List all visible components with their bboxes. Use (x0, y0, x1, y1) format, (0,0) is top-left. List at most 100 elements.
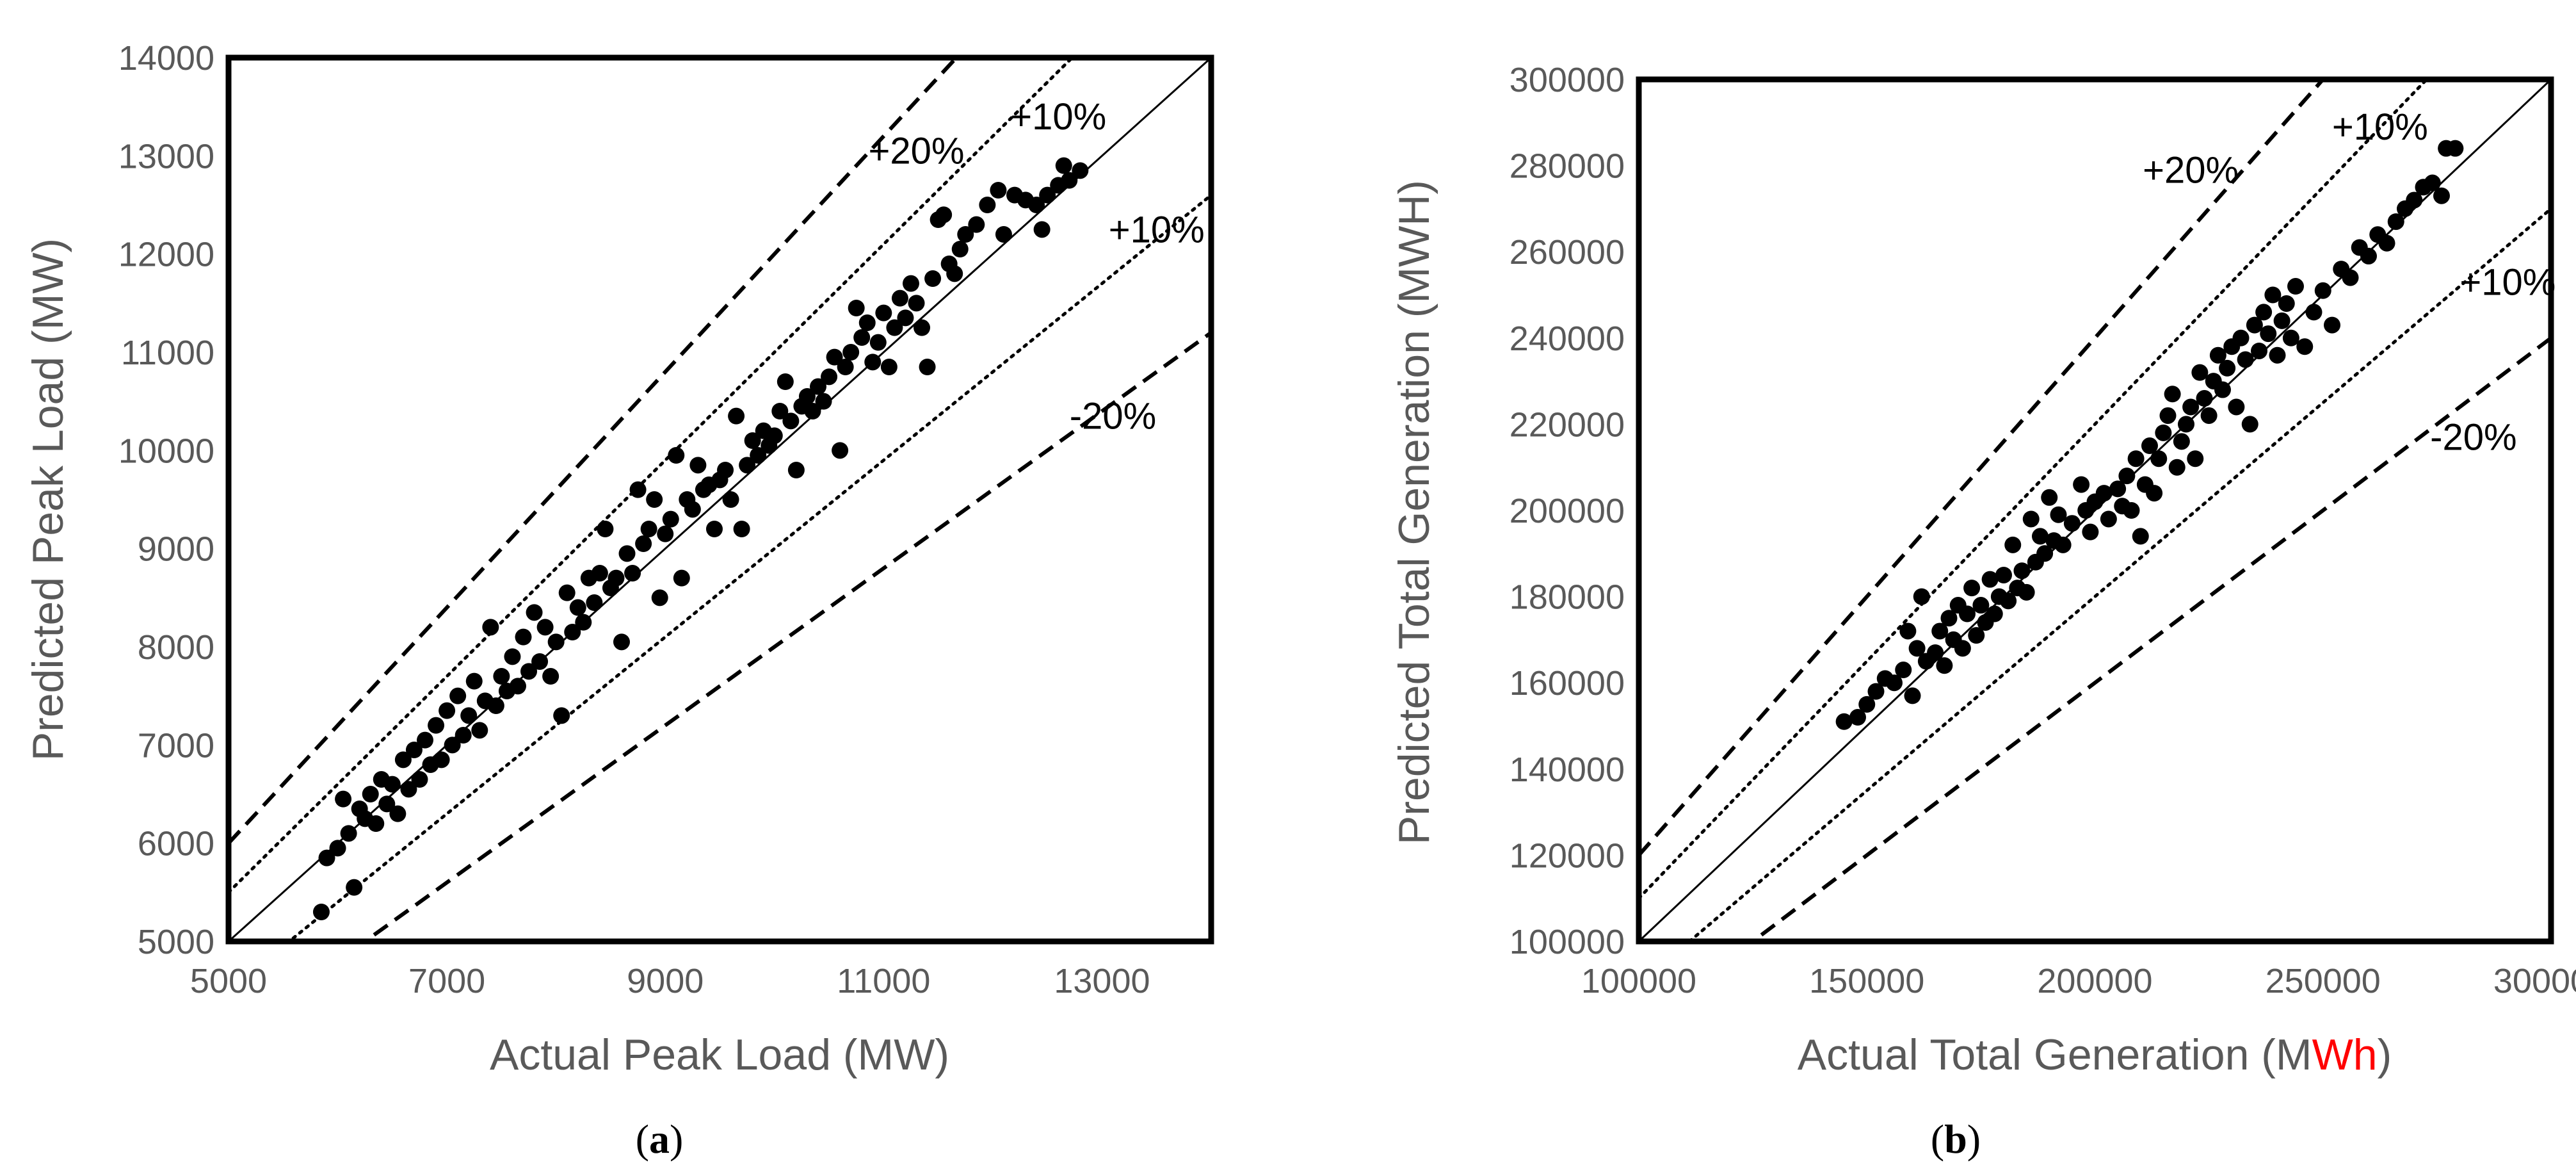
scatter-point (2041, 489, 2058, 506)
y-tick-label: 140000 (1509, 751, 1625, 789)
scatter-point (766, 427, 783, 444)
scatter-point (2159, 407, 2177, 424)
scatter-point (520, 663, 538, 680)
scatter-point (1061, 172, 1078, 189)
scatter-point (886, 319, 903, 336)
scatter-point (2324, 316, 2340, 334)
scatter-point (842, 344, 860, 361)
y-tick-label: 100000 (1509, 923, 1625, 961)
scatter-point (1899, 622, 1917, 640)
scatter-point (1867, 683, 1885, 700)
panel-b-x-ticks: 100000 150000 200000 250000 300000 (1581, 962, 2576, 1000)
y-tick-label: 220000 (1509, 405, 1625, 444)
scatter-point (629, 481, 647, 498)
a-reference-line-3 (229, 58, 960, 845)
scatter-point (318, 849, 335, 866)
scatter-point (832, 442, 849, 459)
scatter-point (728, 407, 745, 425)
y-tick-label: 13000 (118, 137, 214, 175)
panel-a-reference-lines (229, 58, 1211, 941)
x-tick-label: 11000 (837, 962, 930, 1000)
scatter-point (2214, 381, 2231, 398)
panel-a-annotations: +20% +10% +10% -20% (869, 96, 1205, 437)
scatter-point (2073, 476, 2090, 493)
scatter-point (651, 589, 668, 606)
scatter-point (471, 722, 488, 739)
scatter-point (1904, 687, 1921, 704)
panel-a-x-axis-title: Actual Peak Load (MW) (490, 1030, 949, 1079)
scatter-point (705, 521, 723, 537)
scatter-point (2000, 592, 2017, 610)
scatter-point (493, 668, 510, 685)
scatter-point (1954, 640, 1971, 657)
scatter-point (2182, 398, 2200, 416)
y-tick-label: 6000 (138, 825, 214, 863)
y-tick-label: 180000 (1509, 578, 1625, 617)
scatter-point (668, 447, 685, 464)
scatter-point (662, 510, 679, 528)
y-tick-label: 120000 (1509, 836, 1625, 875)
x-tick-label: 300000 (2493, 962, 2576, 1000)
scatter-point (2241, 416, 2258, 433)
scatter-point (591, 565, 608, 582)
x-tick-label: 5000 (190, 962, 267, 1000)
scatter-point (739, 457, 756, 474)
x-tick-label: 7000 (408, 962, 485, 1000)
panel-b-annotations: +20% +10% +10% -20% (2143, 106, 2556, 459)
scatter-point (2127, 450, 2145, 468)
scatter-point (990, 182, 1007, 199)
scatter-point (821, 368, 838, 386)
scatter-point (2032, 528, 2049, 545)
scatter-point (2178, 416, 2194, 433)
scatter-point (526, 604, 543, 621)
panel-b-x-axis-title: Actual Total Generation (MWh) (1798, 1030, 2392, 1079)
scatter-point (329, 840, 346, 857)
scatter-point (504, 648, 521, 665)
scatter-point (2063, 515, 2081, 532)
scatter-point (858, 314, 876, 331)
panel-b-reference-lines (1639, 79, 2551, 941)
scatter-point (891, 289, 908, 307)
x-tick-label: 200000 (2037, 962, 2152, 1000)
scatter-point (597, 521, 614, 537)
scatter-point (553, 707, 570, 724)
scatter-point (509, 678, 526, 695)
scatter-point (2342, 269, 2359, 286)
panel-a-plot-frame (225, 54, 1214, 945)
scatter-point (400, 781, 417, 798)
panel-b-y-axis-title: Predicted Total Generation (MWH) (1390, 180, 1438, 845)
scatter-point (1959, 605, 1976, 622)
scatter-point (482, 619, 499, 636)
scatter-point (804, 403, 821, 419)
scatter-point (1936, 657, 1953, 674)
scatter-point (547, 633, 565, 651)
scatter-point (684, 501, 701, 518)
scatter-point (455, 727, 472, 744)
scatter-point (2228, 398, 2245, 416)
panel-b-points (1835, 140, 2464, 730)
y-tick-label: 280000 (1509, 147, 1625, 186)
scatter-point (875, 304, 892, 321)
y-tick-label: 240000 (1509, 320, 1625, 358)
y-tick-label: 7000 (138, 726, 214, 765)
scatter-point (335, 790, 352, 808)
scatter-point (439, 702, 456, 719)
scatter-point (1931, 622, 1949, 640)
line-annotation-label: +10% (2332, 106, 2428, 148)
scatter-point (2251, 342, 2267, 359)
scatter-point (487, 697, 504, 714)
y-tick-label: 12000 (118, 236, 214, 274)
scatter-point (2013, 562, 2031, 580)
y-tick-label: 9000 (138, 530, 214, 569)
scatter-point (2255, 304, 2273, 321)
scatter-point (837, 359, 854, 375)
scatter-point (2164, 386, 2181, 403)
scatter-point (1055, 157, 1072, 174)
scatter-point (750, 447, 767, 464)
scatter-point (640, 521, 657, 537)
scatter-point (787, 462, 805, 478)
panel-a-label: (a) (636, 1116, 684, 1162)
scatter-point (810, 378, 826, 395)
scatter-point (2447, 140, 2464, 157)
scatter-point (575, 614, 592, 631)
